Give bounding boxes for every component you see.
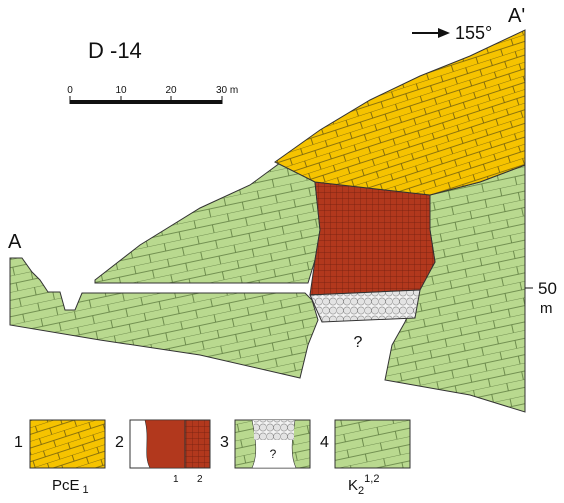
legend-sub-label: 2 [197, 474, 203, 485]
legend-grid [185, 420, 210, 468]
legend-swatch [30, 420, 105, 468]
arrow-head [438, 28, 450, 38]
legend-cobbles [254, 420, 294, 440]
cobbles [310, 290, 420, 322]
scale-bar: 0 10 20 30 m [67, 85, 238, 104]
legend-number: 4 [320, 434, 329, 451]
elevation-unit: m [540, 300, 553, 317]
unknown-label: ? [354, 334, 363, 351]
green-upper [95, 163, 320, 283]
section-start: A [8, 231, 22, 253]
section-end: A' [508, 5, 525, 27]
yellow-layer [275, 30, 525, 195]
title: D -14 [88, 38, 142, 63]
scale-label: 30 m [216, 85, 238, 96]
elevation-value: 50 [538, 279, 557, 298]
scale-label: 20 [165, 85, 177, 96]
legend-swatch [335, 420, 410, 468]
legend-label: K21,2 [348, 473, 379, 497]
legend-number: 1 [14, 434, 23, 451]
legend-number: 3 [220, 434, 229, 451]
scale-label: 0 [67, 85, 73, 96]
direction: 155° [455, 23, 492, 43]
brown-body [310, 182, 435, 295]
legend-sub-label: 1 [173, 474, 179, 485]
legend-brown [145, 420, 185, 468]
legend-mark: ? [270, 447, 277, 461]
legend-number: 2 [115, 434, 124, 451]
scale-label: 10 [115, 85, 127, 96]
cross-section: D -14 155° A A' 0 10 20 30 m 50 m ? 1 Pc… [0, 0, 564, 498]
